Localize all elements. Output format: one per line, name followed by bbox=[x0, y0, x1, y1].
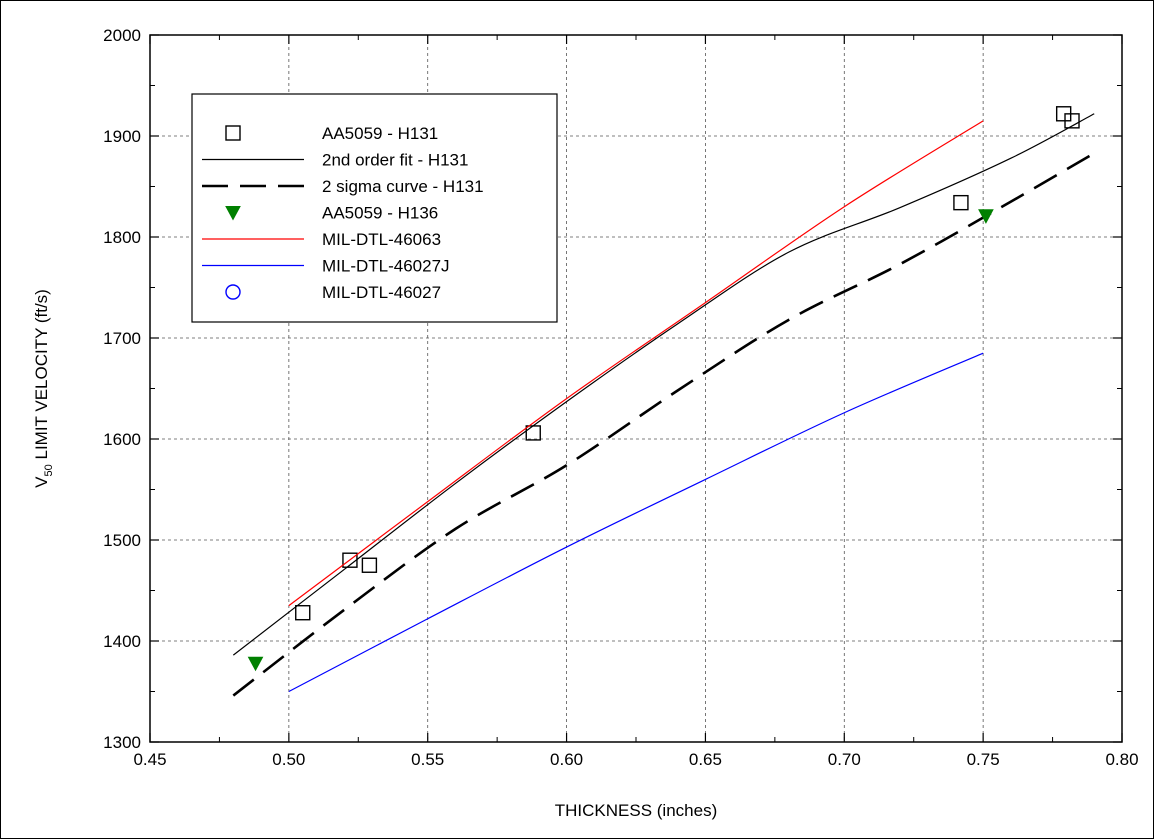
x-tick-label: 0.75 bbox=[967, 750, 1000, 769]
series-fit-h131 bbox=[232, 113, 1095, 656]
data-point-aa5059-h131 bbox=[1064, 113, 1080, 129]
legend: AA5059 - H131 2nd order fit - H131 2 sigma… bbox=[191, 93, 558, 323]
y-tick-label: 1400 bbox=[103, 632, 141, 651]
legend-label-mil-46027: MIL-DTL-46027 bbox=[322, 283, 441, 302]
legend-box bbox=[191, 93, 558, 323]
data-point-aa5059-h136 bbox=[247, 656, 264, 672]
data-point-aa5059-h131 bbox=[953, 194, 969, 211]
legend-entry-fit-h131: 2nd order fit - H131 bbox=[202, 151, 468, 170]
data-point-aa5059-h131 bbox=[361, 557, 378, 573]
y-tick-label: 1700 bbox=[103, 329, 141, 348]
series-sigma-h131 bbox=[232, 152, 1095, 697]
legend-entry-aa5059-h131: AA5059 - H131 bbox=[225, 124, 438, 143]
y-axis-label-main: V bbox=[32, 476, 51, 488]
series-aa5059-h136 bbox=[247, 209, 994, 672]
y-axis-label: V50 LIMIT VELOCITY (ft/s) bbox=[32, 289, 55, 488]
legend-label-aa5059-h131: AA5059 - H131 bbox=[322, 124, 438, 143]
series-line-mil-46063 bbox=[288, 120, 984, 607]
legend-swatch-aa5059-h131 bbox=[225, 125, 241, 141]
y-axis-label-subscript: 50 bbox=[43, 464, 55, 476]
y-tick-label: 1300 bbox=[103, 733, 141, 752]
series-line-fit-h131 bbox=[232, 113, 1095, 656]
x-tick-label: 0.55 bbox=[411, 750, 444, 769]
series-mil-46063 bbox=[288, 120, 984, 607]
y-tick-label: 2000 bbox=[103, 26, 141, 45]
legend-entry-mil-46063: MIL-DTL-46063 bbox=[202, 230, 441, 249]
y-tick-label: 1500 bbox=[103, 531, 141, 550]
legend-label-mil-46063: MIL-DTL-46063 bbox=[322, 230, 441, 249]
x-axis-label: THICKNESS (inches) bbox=[555, 801, 717, 820]
legend-entry-mil-46027: MIL-DTL-46027 bbox=[225, 283, 441, 302]
legend-entry-sigma-h131: 2 sigma curve - H131 bbox=[202, 177, 484, 196]
x-tick-label: 0.70 bbox=[828, 750, 861, 769]
legend-label-fit-h131: 2nd order fit - H131 bbox=[322, 151, 468, 170]
legend-label-aa5059-h136: AA5059 - H136 bbox=[322, 204, 438, 223]
x-tick-label: 0.45 bbox=[133, 750, 166, 769]
x-tick-label: 0.65 bbox=[689, 750, 722, 769]
series-line-sigma-h131 bbox=[232, 152, 1095, 697]
data-point-aa5059-h131 bbox=[525, 425, 541, 441]
legend-label-sigma-h131: 2 sigma curve - H131 bbox=[322, 177, 484, 196]
legend-label-mil-46027j: MIL-DTL-46027J bbox=[322, 257, 450, 276]
series-line-mil-46027j bbox=[288, 352, 984, 693]
series-layer bbox=[232, 106, 1095, 697]
x-tick-label: 0.80 bbox=[1105, 750, 1138, 769]
legend-entry-aa5059-h136: AA5059 - H136 bbox=[225, 204, 438, 223]
x-tick-label: 0.50 bbox=[272, 750, 305, 769]
legend-swatch-aa5059-h136 bbox=[225, 206, 241, 221]
ticks: 0.45 0.50 0.55 0.60 0.65 0.70 0.75 0.80 1300 1400… bbox=[103, 26, 1138, 769]
legend-swatch-mil-46027 bbox=[225, 284, 241, 300]
legend-entry-mil-46027j: MIL-DTL-46027J bbox=[202, 257, 450, 276]
y-tick-label: 1900 bbox=[103, 127, 141, 146]
y-axis-label-rest: LIMIT VELOCITY (ft/s) bbox=[32, 289, 51, 464]
y-tick-label: 1800 bbox=[103, 228, 141, 247]
y-tick-label: 1600 bbox=[103, 430, 141, 449]
data-point-aa5059-h131 bbox=[295, 605, 311, 621]
data-point-aa5059-h136 bbox=[978, 209, 994, 224]
series-mil-46027j bbox=[288, 352, 984, 693]
x-tick-label: 0.60 bbox=[550, 750, 583, 769]
